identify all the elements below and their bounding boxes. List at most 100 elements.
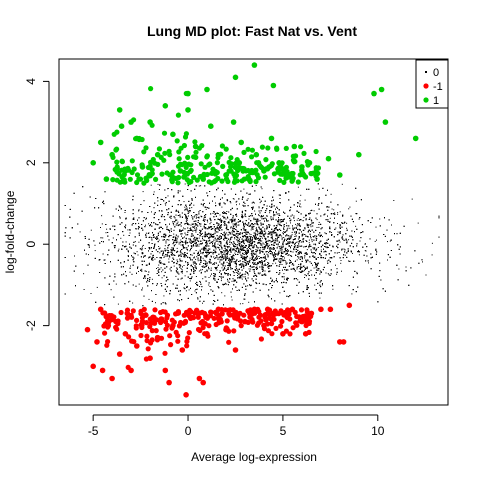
cloud-point	[232, 198, 234, 200]
cloud-point	[194, 261, 196, 263]
cloud-point	[149, 256, 151, 258]
cloud-point	[337, 213, 339, 215]
cloud-point	[277, 245, 279, 247]
cloud-point	[150, 184, 152, 186]
cloud-point	[184, 183, 186, 185]
cloud-point	[297, 186, 299, 188]
cloud-point	[144, 277, 146, 279]
cloud-point	[268, 252, 269, 254]
cloud-point	[222, 212, 224, 214]
cloud-point	[138, 222, 140, 224]
cloud-point	[287, 249, 289, 250]
cloud-point	[161, 263, 163, 265]
cloud-point	[328, 274, 330, 276]
cloud-point	[154, 245, 156, 247]
cloud-point	[192, 226, 193, 228]
cloud-point	[214, 243, 216, 245]
cloud-point	[283, 278, 285, 280]
cloud-point	[133, 252, 135, 254]
cloud-point	[280, 251, 282, 253]
cloud-point	[271, 232, 273, 234]
cloud-point	[239, 236, 241, 238]
cloud-point	[255, 227, 257, 229]
cloud-point	[277, 208, 279, 209]
cloud-point	[247, 198, 249, 200]
cloud-point	[297, 241, 299, 243]
cloud-point	[254, 210, 256, 212]
cloud-point	[340, 260, 342, 261]
cloud-point	[259, 220, 261, 222]
cloud-point	[329, 217, 331, 219]
cloud-point	[245, 254, 247, 255]
cloud-point	[224, 235, 226, 237]
cloud-point	[298, 220, 300, 221]
cloud-point	[250, 234, 252, 235]
cloud-point	[315, 267, 317, 269]
cloud-point	[300, 194, 302, 196]
cloud-point	[245, 278, 247, 280]
cloud-point	[318, 188, 320, 190]
cloud-point	[96, 286, 98, 288]
cloud-point	[267, 254, 269, 256]
cloud-point	[234, 228, 236, 229]
cloud-point	[191, 223, 193, 225]
cloud-point	[348, 239, 350, 241]
cloud-point	[313, 210, 315, 212]
cloud-point	[405, 266, 407, 268]
cloud-point	[120, 237, 122, 239]
cloud-point	[246, 257, 248, 259]
cloud-point	[226, 239, 228, 241]
cloud-point	[202, 257, 204, 259]
cloud-point	[308, 242, 310, 244]
cloud-point	[326, 260, 328, 262]
cloud-point	[266, 220, 268, 222]
cloud-point	[242, 248, 244, 250]
cloud-point	[94, 250, 96, 252]
cloud-point	[83, 289, 85, 290]
cloud-point	[294, 236, 296, 237]
cloud-point	[303, 265, 305, 267]
cloud-point	[349, 206, 351, 208]
cloud-point	[298, 264, 300, 265]
cloud-point	[195, 258, 197, 260]
cloud-point	[132, 302, 134, 304]
cloud-point	[221, 254, 223, 256]
cloud-point	[268, 225, 270, 227]
cloud-point	[258, 207, 260, 209]
cloud-point	[304, 199, 306, 201]
cloud-point	[233, 249, 235, 251]
cloud-point	[364, 250, 366, 252]
cloud-point	[225, 247, 226, 249]
cloud-point	[256, 249, 258, 251]
cloud-point	[308, 247, 310, 249]
cloud-point	[187, 249, 189, 251]
cloud-point	[286, 228, 288, 230]
cloud-point	[260, 231, 262, 233]
cloud-point	[231, 299, 233, 301]
cloud-point	[173, 233, 175, 235]
cloud-point	[197, 257, 199, 259]
cloud-point	[155, 224, 157, 226]
cloud-point	[202, 265, 204, 267]
cloud-point	[214, 246, 216, 247]
cloud-point	[140, 239, 142, 241]
cloud-point	[232, 241, 234, 243]
cloud-point	[316, 219, 318, 221]
cloud-point	[221, 267, 223, 269]
cloud-point	[142, 244, 144, 246]
cloud-point	[123, 234, 125, 236]
cloud-point	[163, 233, 165, 235]
cloud-point	[159, 252, 161, 254]
cloud-point	[291, 256, 293, 257]
cloud-point	[230, 202, 232, 204]
cloud-point	[281, 219, 283, 221]
cloud-point	[197, 297, 199, 299]
cloud-point	[214, 279, 216, 281]
cloud-point	[101, 223, 103, 225]
cloud-point	[238, 289, 240, 291]
cloud-point	[148, 223, 150, 225]
cloud-point	[254, 235, 256, 237]
cloud-point	[144, 248, 146, 249]
cloud-point	[248, 218, 250, 220]
cloud-point	[273, 215, 275, 217]
